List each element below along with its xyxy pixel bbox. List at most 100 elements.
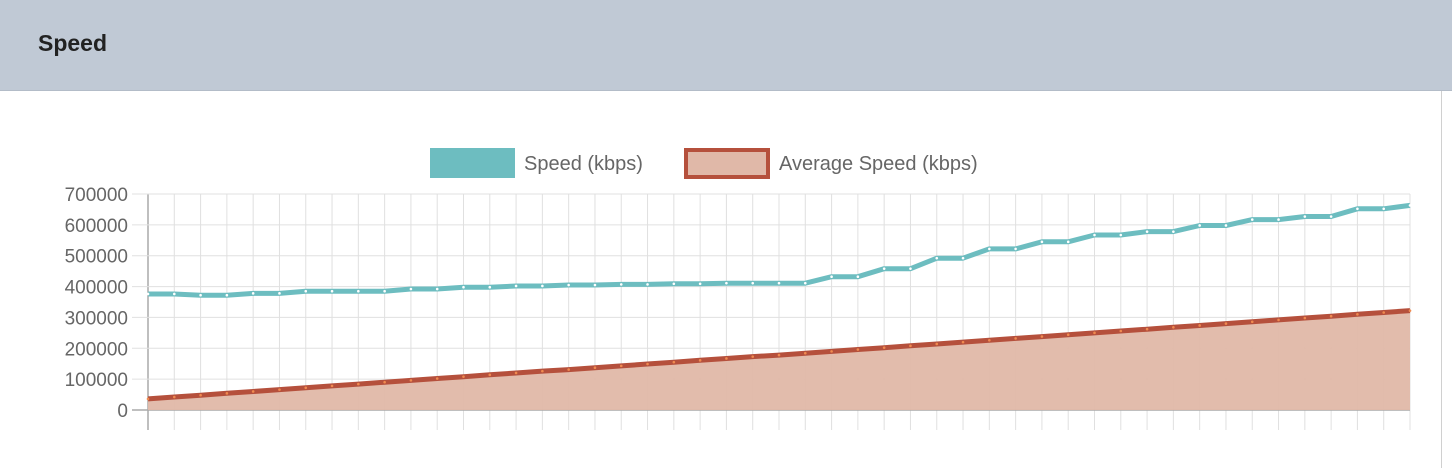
point-speed: [435, 287, 439, 291]
point-speed: [1382, 207, 1386, 211]
point-speed: [1329, 215, 1333, 218]
point-average-speed: [777, 353, 781, 357]
area-fill-average-speed: [148, 310, 1410, 410]
y-tick-label: 200000: [65, 339, 128, 360]
point-average-speed: [1303, 316, 1307, 320]
point-average-speed: [961, 340, 965, 344]
point-average-speed: [646, 362, 649, 366]
point-speed: [488, 285, 492, 289]
point-speed: [1172, 230, 1175, 233]
point-average-speed: [1040, 335, 1044, 338]
point-average-speed: [1382, 311, 1386, 314]
point-average-speed: [146, 397, 150, 401]
point-speed: [146, 292, 150, 296]
point-average-speed: [882, 346, 886, 349]
point-speed: [199, 293, 202, 297]
point-speed: [856, 275, 860, 278]
point-average-speed: [1014, 337, 1017, 340]
point-speed: [988, 247, 991, 251]
point-speed: [882, 267, 886, 270]
point-speed: [961, 256, 965, 260]
legend-label-average[interactable]: Average Speed (kbps): [779, 153, 978, 175]
point-average-speed: [1066, 333, 1070, 337]
legend-swatch-speed[interactable]: [430, 148, 515, 178]
point-average-speed: [1198, 324, 1201, 327]
point-average-speed: [988, 338, 991, 342]
point-average-speed: [383, 380, 386, 384]
y-tick-label: 0: [117, 401, 128, 422]
point-average-speed: [462, 375, 465, 378]
point-speed: [1040, 240, 1044, 244]
point-average-speed: [830, 350, 833, 353]
point-speed: [725, 281, 728, 285]
point-speed: [672, 282, 676, 286]
point-speed: [935, 256, 939, 260]
point-average-speed: [725, 357, 728, 360]
point-average-speed: [1277, 318, 1280, 322]
point-speed: [751, 281, 755, 285]
point-average-speed: [567, 368, 570, 371]
y-tick-label: 100000: [65, 370, 128, 391]
y-tick-label: 600000: [65, 216, 128, 237]
legend: Speed (kbps) Average Speed (kbps): [430, 148, 978, 179]
point-average-speed: [856, 348, 860, 351]
point-average-speed: [488, 373, 492, 377]
point-average-speed: [1329, 314, 1333, 318]
point-speed: [541, 284, 544, 288]
point-speed: [619, 283, 623, 286]
point-speed: [1014, 247, 1017, 251]
point-speed: [383, 289, 386, 293]
point-speed: [1145, 230, 1149, 233]
y-axis: 700000 600000 500000 400000 300000 200000 1000…: [65, 185, 128, 422]
point-speed: [567, 283, 570, 287]
y-tick-label: 500000: [65, 247, 128, 268]
y-tick-label: 700000: [65, 185, 128, 206]
point-average-speed: [1224, 322, 1228, 325]
point-average-speed: [278, 388, 281, 391]
panel-header: Speed: [0, 0, 1452, 91]
point-speed: [1303, 215, 1307, 218]
point-average-speed: [1356, 313, 1359, 316]
panel-border: [1441, 91, 1442, 468]
point-average-speed: [172, 395, 176, 399]
point-speed: [462, 285, 465, 289]
point-speed: [830, 275, 833, 278]
legend-label-speed[interactable]: Speed (kbps): [524, 153, 643, 175]
point-speed: [1356, 207, 1359, 211]
point-average-speed: [672, 360, 676, 364]
point-average-speed: [1172, 326, 1175, 329]
point-speed: [1198, 224, 1201, 227]
point-average-speed: [751, 355, 755, 358]
point-speed: [251, 292, 255, 295]
point-average-speed: [1119, 329, 1123, 333]
point-average-speed: [909, 344, 912, 348]
y-tick-label: 300000: [65, 308, 128, 329]
point-speed: [1093, 233, 1096, 237]
point-speed: [304, 289, 308, 293]
panel-title: Speed: [38, 30, 108, 56]
point-speed: [357, 289, 360, 293]
point-average-speed: [803, 351, 807, 355]
point-average-speed: [593, 366, 597, 370]
point-speed: [777, 281, 781, 285]
point-average-speed: [619, 364, 623, 368]
point-average-speed: [541, 369, 544, 373]
point-speed: [172, 292, 176, 296]
point-speed: [1066, 240, 1070, 244]
point-average-speed: [199, 393, 202, 397]
legend-swatch-average[interactable]: [684, 148, 770, 179]
y-tick-label: 400000: [65, 278, 128, 299]
point-average-speed: [251, 390, 255, 393]
point-speed: [646, 283, 649, 286]
series-layer: [146, 202, 1412, 410]
point-speed: [698, 282, 702, 286]
point-average-speed: [935, 342, 939, 346]
point-speed: [909, 267, 912, 270]
point-average-speed: [1408, 309, 1412, 312]
point-average-speed: [435, 377, 439, 380]
point-speed: [514, 284, 518, 288]
point-average-speed: [330, 384, 334, 388]
point-speed: [278, 292, 281, 295]
point-speed: [803, 281, 807, 285]
